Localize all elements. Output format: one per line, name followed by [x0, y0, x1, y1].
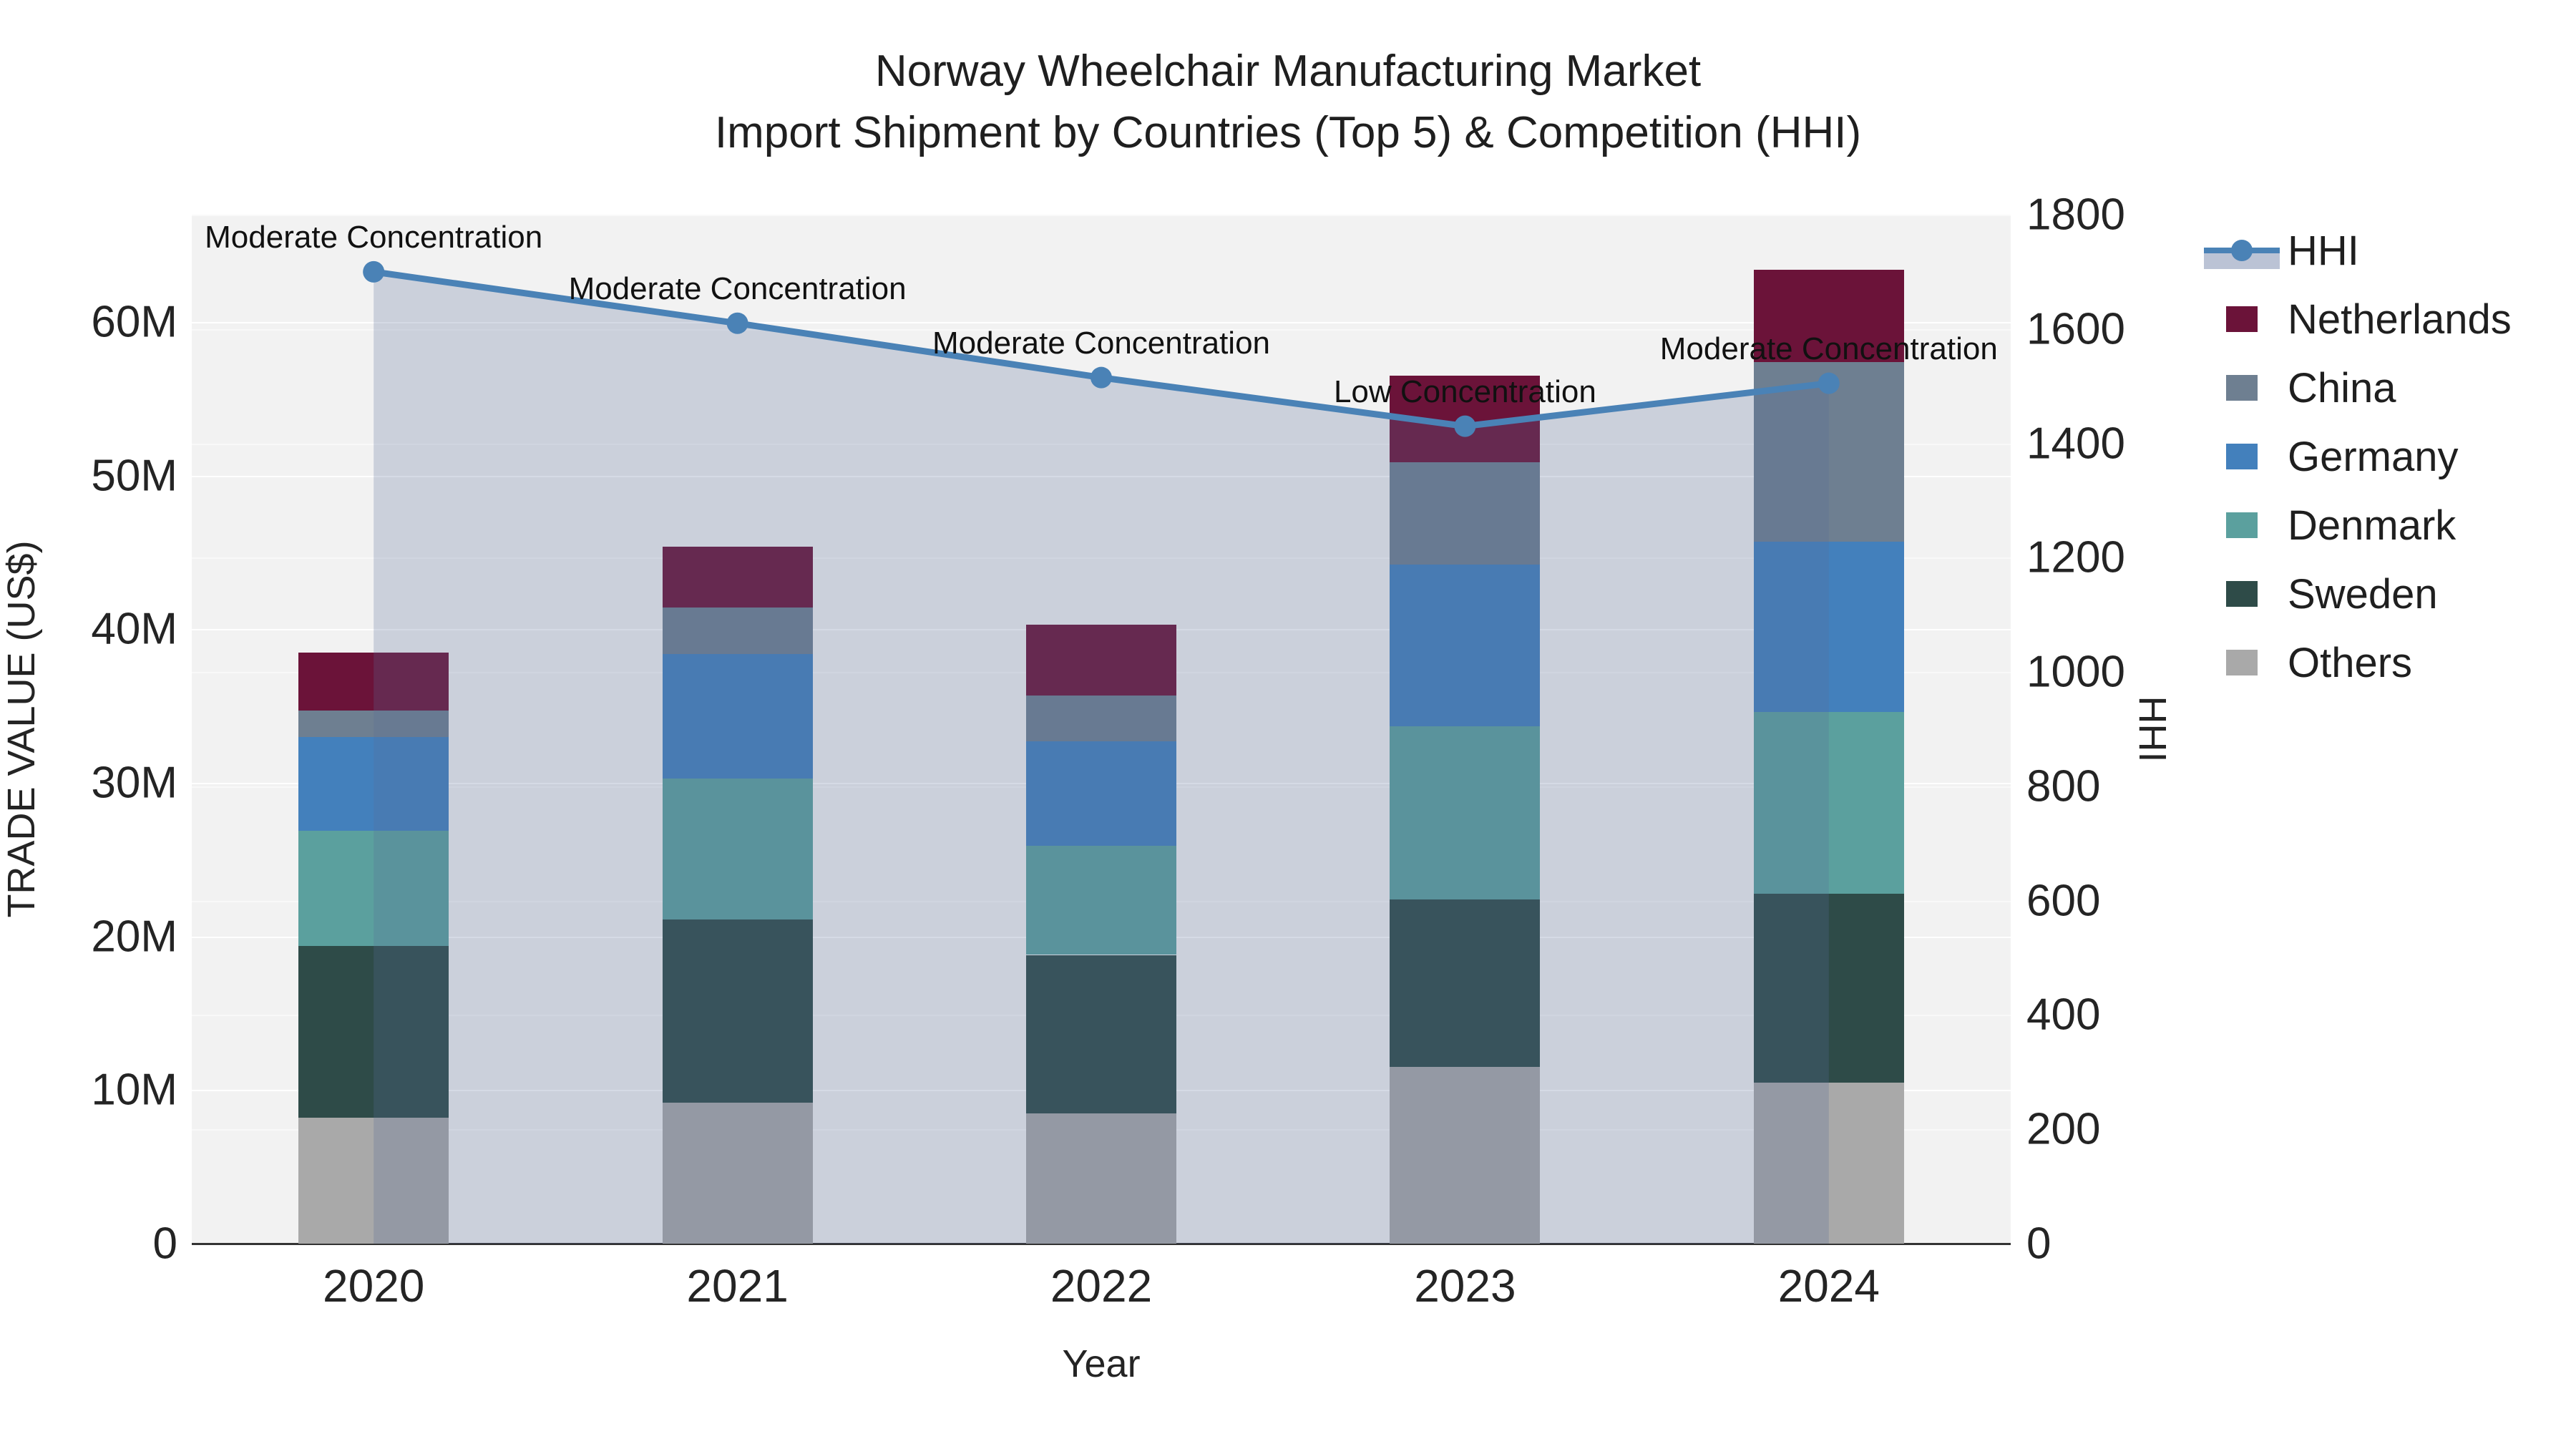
y-left-tick-30M: 30M	[91, 758, 177, 808]
y-left-tick-20M: 20M	[91, 912, 177, 962]
chart-title-line1: Norway Wheelchair Manufacturing Market	[874, 47, 1702, 96]
y-right-tick-0: 0	[2026, 1219, 2051, 1269]
bar-segment-2022-china	[1026, 695, 1176, 742]
legend-swatch-denmark-icon	[2226, 512, 2258, 538]
bar-segment-2020-germany	[298, 736, 449, 831]
hhi-marker-2020	[363, 260, 385, 283]
y-right-tick-1200: 1200	[2026, 532, 2125, 582]
y-right-tick-1400: 1400	[2026, 419, 2125, 469]
hhi-marker-swatch-icon	[2231, 240, 2253, 261]
legend-label-netherlands: Netherlands	[2288, 296, 2512, 343]
bar-segment-2023-others	[1390, 1067, 1541, 1244]
legend-swatch-others-icon	[2226, 650, 2258, 675]
legend-label-china: China	[2288, 364, 2396, 411]
bar-segment-2023-china	[1390, 462, 1541, 565]
y-right-tick-1800: 1800	[2026, 190, 2125, 240]
gridline-hhi-1800	[192, 215, 2011, 216]
bar-segment-2022-netherlands	[1026, 625, 1176, 696]
bar-segment-2020-others	[298, 1118, 449, 1244]
annotation-2022: Moderate Concentration	[932, 325, 1271, 361]
bar-segment-2021-sweden	[662, 919, 813, 1103]
gridline-hhi-1400	[192, 443, 2011, 445]
gridline-trade-50M	[192, 475, 2011, 477]
legend-item-sweden[interactable]: Sweden	[2204, 570, 2576, 618]
bar-segment-2022-sweden	[1026, 955, 1176, 1113]
bar-segment-2021-netherlands	[662, 546, 813, 608]
legend-label-hhi: HHI	[2288, 227, 2359, 274]
bar-segment-2024-germany	[1753, 542, 1904, 713]
chart-title: Norway Wheelchair Manufacturing Market I…	[0, 43, 2576, 166]
y-right-tick-1000: 1000	[2026, 647, 2125, 697]
x-tick-2020: 2020	[323, 1260, 425, 1312]
annotation-2021: Moderate Concentration	[568, 270, 907, 306]
y-left-tick-40M: 40M	[91, 604, 177, 654]
y-left-tick-60M: 60M	[91, 297, 177, 347]
bar-segment-2024-others	[1753, 1082, 1904, 1244]
x-tick-2024: 2024	[1777, 1260, 1880, 1312]
gridline-trade-60M	[192, 322, 2011, 324]
y-left-tick-10M: 10M	[91, 1065, 177, 1115]
y-right-tick-600: 600	[2026, 876, 2101, 926]
bar-segment-2023-denmark	[1390, 726, 1541, 900]
gridline-hhi-1600	[192, 328, 2011, 331]
y-left-tick-50M: 50M	[91, 451, 177, 501]
legend-item-netherlands[interactable]: Netherlands	[2204, 296, 2576, 343]
bar-segment-2020-china	[298, 711, 449, 737]
bar-segment-2021-others	[662, 1102, 813, 1244]
legend-label-others: Others	[2288, 639, 2413, 686]
legend-swatch-netherlands-icon	[2226, 306, 2258, 332]
y-left-tick-0: 0	[152, 1219, 177, 1269]
legend-label-denmark: Denmark	[2288, 502, 2457, 549]
annotation-2024: Moderate Concentration	[1659, 331, 1998, 366]
bar-segment-2020-sweden	[298, 945, 449, 1118]
legend-item-denmark[interactable]: Denmark	[2204, 502, 2576, 549]
bar-segment-2024-denmark	[1753, 712, 1904, 894]
bar-segment-2024-sweden	[1753, 893, 1904, 1083]
legend-swatch-sweden-icon	[2226, 581, 2258, 607]
bar-segment-2022-denmark	[1026, 846, 1176, 955]
bar-segment-2020-netherlands	[298, 652, 449, 711]
x-tick-2022: 2022	[1050, 1260, 1153, 1312]
hhi-marker-2022	[1091, 366, 1112, 389]
chart-title-line2: Import Shipment by Countries (Top 5) & C…	[714, 108, 1862, 157]
annotation-2023: Low Concentration	[1333, 374, 1596, 409]
bar-segment-2023-sweden	[1390, 899, 1541, 1068]
x-tick-2021: 2021	[686, 1260, 789, 1312]
legend-item-germany[interactable]: Germany	[2204, 433, 2576, 480]
y-right-tick-200: 200	[2026, 1104, 2101, 1154]
bar-segment-2022-others	[1026, 1113, 1176, 1244]
bar-segment-2020-denmark	[298, 830, 449, 946]
y-right-tick-400: 400	[2026, 990, 2101, 1040]
hhi-area-fill	[374, 271, 1829, 1244]
hhi-marker-2023	[1454, 415, 1476, 437]
legend-item-hhi[interactable]: HHI	[2204, 227, 2576, 274]
bar-segment-2023-germany	[1390, 565, 1541, 726]
annotation-2020: Moderate Concentration	[205, 219, 543, 255]
bar-segment-2021-denmark	[662, 778, 813, 920]
y-right-tick-800: 800	[2026, 761, 2101, 811]
x-axis-line	[192, 1243, 2011, 1245]
bar-segment-2022-germany	[1026, 741, 1176, 847]
hhi-marker-2024	[1818, 372, 1840, 394]
bar-segment-2021-germany	[662, 653, 813, 779]
y-right-tick-1600: 1600	[2026, 304, 2125, 354]
legend-swatch-china-icon	[2226, 375, 2258, 401]
legend-label-germany: Germany	[2288, 433, 2459, 480]
legend-item-china[interactable]: China	[2204, 364, 2576, 411]
bar-segment-2024-netherlands	[1753, 270, 1904, 363]
legend-label-sweden: Sweden	[2288, 570, 2438, 618]
legend-swatch-germany-icon	[2226, 444, 2258, 469]
hhi-marker-2021	[726, 312, 748, 334]
legend-item-others[interactable]: Others	[2204, 639, 2576, 686]
x-axis-title: Year	[1062, 1342, 1141, 1385]
bar-segment-2021-china	[662, 608, 813, 654]
x-tick-2023: 2023	[1414, 1260, 1516, 1312]
gridline-hhi-1200	[192, 557, 2011, 560]
